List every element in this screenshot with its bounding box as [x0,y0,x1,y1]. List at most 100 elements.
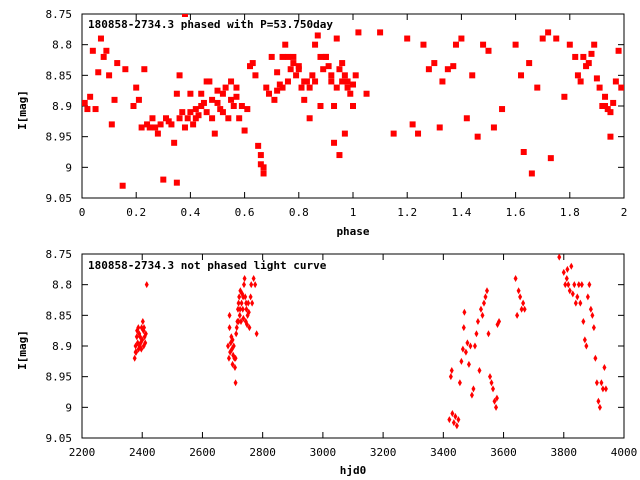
data-point [198,103,205,109]
x-tick-label: 0 [79,206,86,219]
data-point [454,422,459,430]
data-point [481,299,486,307]
data-point [141,342,146,350]
x-tick-label: 3200 [370,446,397,459]
data-point [494,394,499,402]
data-point [333,35,340,42]
data-point [242,275,247,283]
data-point [200,99,207,106]
data-point [209,115,216,122]
data-point [268,53,275,60]
data-point [599,379,604,387]
data-point [241,281,246,289]
data-point [451,419,456,427]
data-point [492,397,497,405]
data-point [449,367,454,375]
data-point [233,84,240,91]
x-axis-label: phase [336,225,369,238]
data-point [602,103,609,109]
data-point [488,373,493,381]
data-point [539,35,546,42]
data-point [233,379,238,387]
data-point [447,416,452,424]
x-tick-label: 2600 [189,446,216,459]
data-point [106,72,113,79]
data-point [234,330,239,338]
data-point [485,47,492,54]
data-point [328,78,335,85]
data-point [228,96,235,103]
x-tick-label: 1.6 [506,206,526,219]
data-point [471,385,476,393]
data-point [463,348,468,356]
data-point [520,149,527,155]
data-point [142,324,147,332]
data-point [160,176,167,183]
data-point [154,130,161,137]
data-point [339,78,346,85]
data-point [144,281,149,289]
data-point [578,299,583,307]
data-point [490,124,497,131]
data-point [227,311,232,319]
data-point [480,311,485,319]
data-point [336,152,343,159]
data-point [312,78,319,85]
data-point [192,115,199,122]
data-point [254,330,259,338]
data-point [241,293,246,301]
data-point [238,317,243,325]
x-tick-label: 1.2 [397,206,417,219]
data-point [561,268,566,276]
x-tick-label: 2200 [69,446,96,459]
data-point [139,324,144,332]
data-point [515,311,520,319]
data-point [581,317,586,325]
data-point [290,53,297,60]
data-point [139,345,144,353]
data-point [181,14,188,17]
data-point [439,78,446,85]
y-tick-label: 8.75 [46,248,73,261]
data-point [136,345,141,353]
plot-frame [81,253,625,439]
data-point [583,63,590,70]
data-point [331,103,338,109]
data-point [584,342,589,350]
data-point [534,84,541,91]
data-point [579,281,584,289]
data-point [173,179,180,186]
data-point [469,72,476,79]
data-point [279,84,286,91]
data-point [238,305,243,313]
data-point [458,35,465,42]
data-point [237,311,242,319]
data-point [575,293,580,301]
data-point [576,281,581,289]
x-tick-label: 4000 [611,446,638,459]
data-point [420,41,427,48]
y-tick-label: 9.05 [46,432,73,445]
data-point [236,115,243,122]
phased-light-curve-chart: 0 0.2 0.4 0.6 0.8 1 1.2 1.4 1.6 1.8 2 8.75 8.8 8.85 8.… [16,8,627,238]
data-point [114,60,121,67]
data-point [591,324,596,332]
data-point [580,53,587,60]
x-tick-label: 0.6 [235,206,255,219]
data-point [290,60,297,67]
data-point [344,84,351,91]
data-point [312,41,319,48]
data-point [249,281,254,289]
data-point [225,115,232,122]
data-point [570,290,575,298]
data-point [450,63,457,70]
y-tick-label: 8.9 [52,100,72,113]
data-point [518,72,525,79]
data-point [214,99,221,106]
data-point [573,299,578,307]
data-point [190,121,197,128]
data-point [593,75,600,82]
data-point [596,397,601,405]
data-point [276,81,283,88]
data-points [82,14,624,189]
